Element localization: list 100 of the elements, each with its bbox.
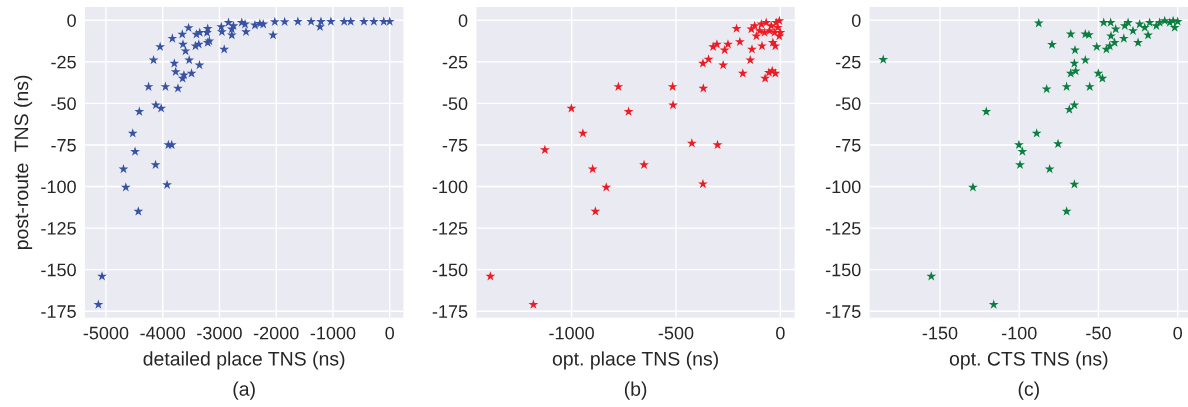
point <box>590 206 601 216</box>
point <box>1109 37 1120 47</box>
point <box>1069 58 1080 68</box>
point <box>623 106 634 116</box>
point <box>1123 17 1133 27</box>
point <box>1041 83 1052 94</box>
point <box>686 138 697 148</box>
point <box>988 299 999 309</box>
point <box>703 54 714 64</box>
y-tick-label: -75 <box>51 139 76 152</box>
point <box>719 45 730 55</box>
point <box>1070 65 1081 76</box>
y-tick-label: -150 <box>825 263 861 277</box>
point <box>1104 40 1115 51</box>
point <box>1144 17 1155 27</box>
point <box>577 128 588 138</box>
point <box>698 83 709 93</box>
y-tick-label: 0 <box>458 14 468 27</box>
text: (c) <box>1018 381 1039 400</box>
point <box>878 54 889 64</box>
point <box>1128 25 1138 36</box>
y-tick-label: -25 <box>51 55 76 69</box>
y-tick-label: -100 <box>432 180 468 194</box>
point <box>712 39 722 49</box>
y-tick-label: -125 <box>825 222 861 235</box>
y-tick-label: -50 <box>442 97 468 111</box>
point <box>1133 37 1143 47</box>
point <box>766 20 777 31</box>
y-tick-label: -75 <box>442 139 468 152</box>
y-axis-title: post-route TNS (ns) <box>14 75 33 250</box>
point <box>1169 22 1180 32</box>
point <box>1106 30 1116 41</box>
x-tick-label: -1000 <box>549 326 594 340</box>
point <box>760 73 771 83</box>
point <box>698 58 708 68</box>
x-tick-label: -2000 <box>253 326 299 340</box>
text: (b) <box>624 381 647 400</box>
point <box>613 81 624 91</box>
y-tick-label: -50 <box>51 97 76 111</box>
y-tick-label: -125 <box>41 222 76 235</box>
x-tick-label: -4000 <box>140 326 186 340</box>
point <box>668 99 678 110</box>
point <box>1061 206 1072 216</box>
point <box>1061 81 1072 91</box>
point <box>712 139 723 150</box>
point <box>731 23 742 33</box>
point <box>1069 99 1080 110</box>
x-axis-title: opt. CTS TNS (ns) <box>949 351 1108 370</box>
x-tick-label: 0 <box>385 326 395 340</box>
point <box>1053 138 1063 149</box>
x-tick-label: -3000 <box>197 326 242 340</box>
point <box>734 36 745 46</box>
point <box>1064 104 1075 114</box>
x-axis-title: opt. place TNS (ns) <box>552 351 718 370</box>
point <box>723 39 733 49</box>
text: (a) <box>233 381 255 400</box>
point <box>1139 22 1150 32</box>
y-tick-label: 0 <box>851 14 861 27</box>
point <box>528 299 539 309</box>
point <box>761 17 772 27</box>
y-tick-label: -175 <box>825 305 861 318</box>
x-tick-label: -150 <box>922 326 958 340</box>
y-tick-label: -50 <box>835 97 861 111</box>
point <box>1091 41 1102 51</box>
y-tick-label: -75 <box>835 139 861 152</box>
x-tick-label: -50 <box>1086 326 1111 340</box>
y-tick-label: -125 <box>432 222 468 235</box>
x-tick-label: -5000 <box>83 326 129 340</box>
x-axis-title: detailed place TNS (ns) <box>143 351 345 370</box>
y-tick-label: -175 <box>432 305 468 318</box>
point <box>1093 68 1104 78</box>
point <box>667 81 678 91</box>
point <box>1118 33 1129 43</box>
y-tick-label: -25 <box>835 55 861 69</box>
x-tick-label: 0 <box>776 326 785 340</box>
point <box>639 159 649 170</box>
point <box>749 20 760 31</box>
point <box>1044 163 1055 174</box>
point <box>1014 139 1024 150</box>
point <box>587 163 598 174</box>
y-tick-label: 0 <box>67 14 76 27</box>
y-tick-label: -175 <box>41 305 76 318</box>
y-tick-label: -100 <box>41 180 76 194</box>
point <box>968 182 978 192</box>
point <box>539 144 550 155</box>
point <box>1084 81 1095 91</box>
point <box>767 37 778 47</box>
point <box>1017 146 1028 156</box>
point <box>981 106 992 116</box>
x-tick-label: -500 <box>658 326 694 340</box>
x-tick-label: 0 <box>1173 326 1183 340</box>
point <box>1159 15 1170 26</box>
point <box>737 68 748 78</box>
y-tick-label: -25 <box>442 55 468 69</box>
point <box>1097 73 1108 83</box>
point <box>1015 159 1025 170</box>
point <box>926 271 937 281</box>
y-tick-label: -150 <box>41 263 76 277</box>
point <box>1047 39 1057 49</box>
y-tick-label: -100 <box>825 180 861 194</box>
